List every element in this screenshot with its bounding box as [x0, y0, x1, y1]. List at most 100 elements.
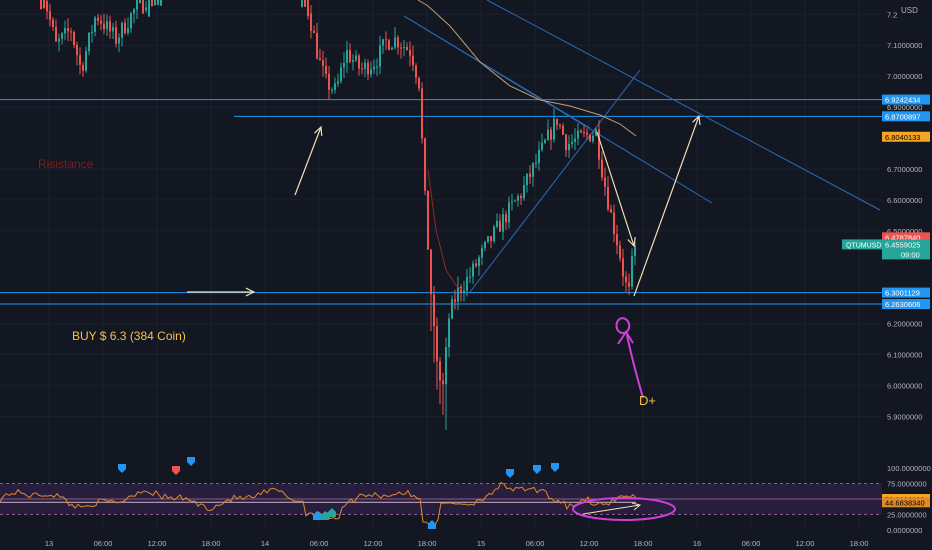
candle-down [43, 0, 45, 9]
candle-down [82, 64, 84, 71]
candle-down [385, 39, 387, 41]
oscillator-tick-label: 75.0000000 [887, 480, 927, 489]
candle-down [79, 55, 81, 65]
price-label: 6.2630606 [885, 300, 920, 309]
candle-down [583, 132, 585, 134]
candle-down [421, 88, 423, 139]
candle-down [316, 32, 318, 59]
candle-up [370, 69, 372, 75]
candle-up [127, 28, 129, 33]
candle-up [457, 286, 459, 302]
candle-up [337, 81, 339, 84]
candle-down [505, 214, 507, 223]
candle-down [322, 60, 324, 66]
price-label-bg [882, 94, 930, 105]
candle-down [604, 177, 606, 187]
candle-down [100, 20, 102, 24]
candle-up [541, 142, 543, 150]
candle-up [523, 185, 525, 199]
candle-up [595, 129, 597, 136]
oscillator-marker-up [321, 511, 329, 520]
candle-up [64, 28, 66, 34]
candle-up [346, 50, 348, 63]
oscillator-highlight-circle [572, 497, 676, 521]
time-tick-label: 12:00 [364, 539, 383, 548]
price-axis: 7.2 7.1000000 7.0000000 6.9000000 6.7000000 6… [842, 0, 932, 550]
candle-down [115, 27, 117, 44]
candle-down [325, 65, 327, 74]
candle-up [88, 32, 90, 52]
candle-down [367, 62, 369, 75]
price-tick-label: 7.2 [887, 10, 897, 19]
candle-up [58, 38, 60, 42]
candle-down [151, 0, 153, 7]
candle-up [481, 247, 483, 258]
candle-up [568, 143, 570, 151]
candle-up [133, 9, 135, 14]
highlight-arrow-head [617, 330, 634, 345]
candle-up [148, 0, 150, 17]
candle-down [616, 234, 618, 246]
candle-up [502, 214, 504, 232]
oscillator-trend-arrow [582, 504, 641, 515]
candle-up [145, 7, 147, 11]
candle-down [49, 11, 51, 20]
candle-down [598, 129, 600, 160]
candle-down [418, 77, 420, 89]
candle-up [574, 138, 576, 142]
candle-down [70, 31, 72, 33]
highlight-arrow [626, 334, 644, 399]
candle-up [379, 45, 381, 67]
candle-up [517, 195, 519, 201]
candle-up [553, 118, 555, 140]
candle-down [388, 40, 390, 50]
price-tick-label: 5.9000000 [887, 412, 922, 421]
candle-down [460, 286, 462, 293]
price-label: 6.4787840 [885, 233, 920, 242]
oscillator-marker-up [428, 520, 436, 529]
price-tick-label: 6.2000000 [887, 320, 922, 329]
annotation-arrow [596, 131, 635, 247]
candle-down [307, 0, 309, 17]
candle-down [586, 132, 588, 135]
candle-up [136, 0, 138, 10]
candle-up [355, 55, 357, 61]
candle-up [466, 276, 468, 291]
candles [40, 0, 636, 430]
countdown-label: 09:00 [901, 250, 920, 259]
price-tick-label: 6.0000000 [887, 381, 922, 390]
candle-down [619, 245, 621, 259]
candle-down [406, 47, 408, 51]
candle-down [76, 44, 78, 56]
oscillator-value-label: 44.6838340 [885, 498, 925, 507]
symbol-tag: QTUMUSD [846, 242, 881, 249]
candle-down [436, 326, 438, 362]
candle-up [160, 0, 162, 6]
oscillator-tick-label: 0.0000000 [887, 526, 922, 535]
candle-down [433, 294, 435, 327]
candle-down [142, 0, 144, 14]
candle-down [550, 129, 552, 140]
oscillator-marker-up [328, 508, 336, 517]
time-axis: 13 06:00 12:00 18:00 14 06:00 12:00 18:00 15 06:0… [45, 539, 869, 548]
candle-up [331, 89, 333, 91]
candle-down [310, 13, 312, 31]
time-tick-label: 16 [693, 539, 701, 548]
candle-up [301, 0, 303, 7]
horizontal-levels [0, 99, 882, 305]
time-tick-label: 18:00 [418, 539, 437, 548]
annotation-arrow-head [245, 287, 256, 297]
price-tick-label: 6.9000000 [887, 103, 922, 112]
candle-up [376, 66, 378, 68]
moving-averages [417, 0, 637, 291]
time-tick-label: 18:00 [634, 539, 653, 548]
time-tick-label: 06:00 [526, 539, 545, 548]
candle-down [610, 209, 612, 213]
trend-line [469, 69, 641, 293]
candle-down [556, 118, 558, 126]
last-price-bg [882, 239, 930, 260]
price-label-bg [882, 232, 930, 243]
candle-up [445, 347, 447, 385]
